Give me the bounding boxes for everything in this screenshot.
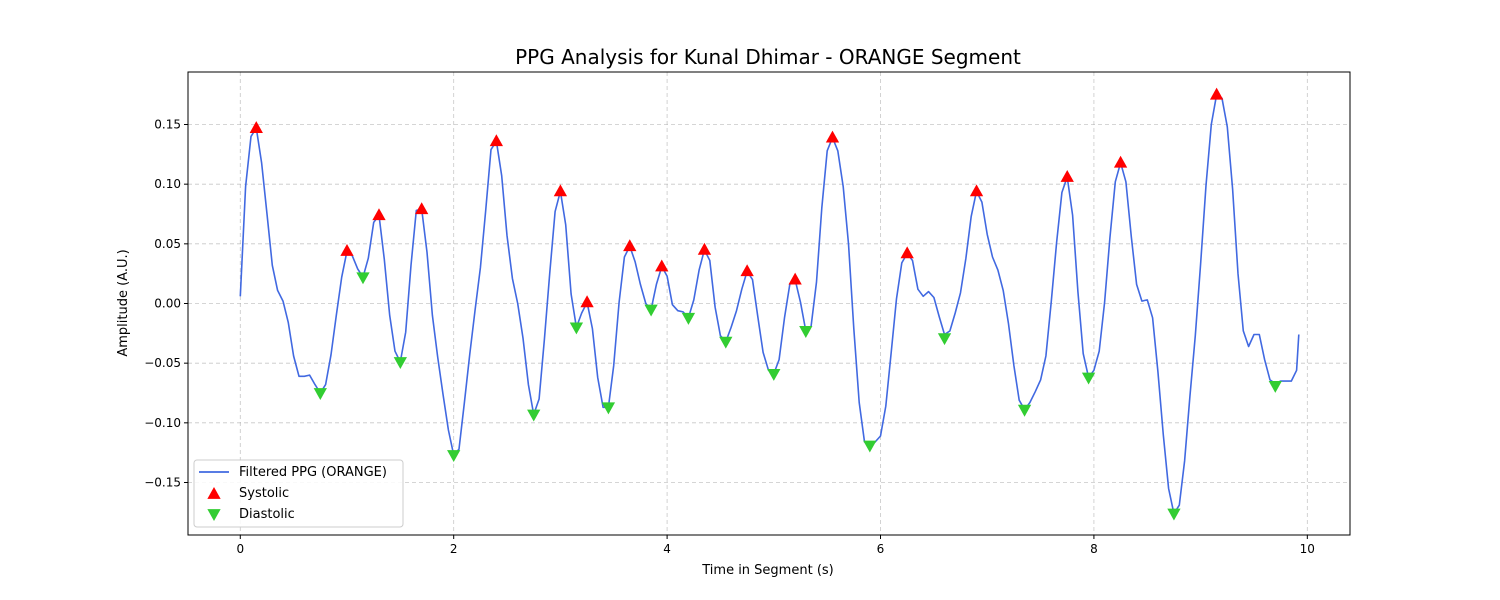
x-tick-label: 2	[450, 542, 458, 556]
y-tick-label: 0.00	[154, 297, 181, 311]
diastolic-point	[1081, 372, 1096, 385]
systolic-point	[697, 242, 712, 255]
systolic-point	[740, 264, 754, 277]
systolic-point	[553, 184, 568, 197]
systolic-point	[1060, 170, 1074, 182]
systolic-point	[415, 202, 429, 215]
systolic-point	[580, 295, 594, 308]
diastolic-point	[767, 369, 781, 381]
systolic-point	[825, 130, 840, 143]
diastolic-point	[356, 272, 370, 285]
x-tick-label: 6	[877, 542, 885, 556]
legend-diastolic-swatch	[207, 509, 221, 521]
legend-systolic-swatch	[207, 487, 221, 499]
x-tick-label: 4	[663, 542, 671, 556]
legend-label-filtered-ppg: Filtered PPG (ORANGE)	[239, 465, 387, 480]
diastolic-point	[527, 409, 541, 422]
systolic-point	[788, 272, 802, 285]
systolic-point	[340, 243, 354, 256]
diastolic-point	[644, 304, 658, 317]
systolic-point	[1209, 87, 1224, 100]
diastolic-point	[937, 333, 952, 346]
diastolic-point	[1017, 404, 1032, 417]
y-tick-label: −0.05	[144, 356, 181, 370]
x-axis-title: Time in Segment (s)	[701, 563, 833, 578]
diastolic-point	[1268, 380, 1282, 393]
diastolic-point	[601, 402, 616, 415]
systolic-point	[969, 184, 984, 197]
x-tick-label: 8	[1090, 542, 1098, 556]
diastolic-point	[447, 450, 461, 463]
chart-title: PPG Analysis for Kunal Dhimar - ORANGE S…	[515, 45, 1021, 69]
systolic-point	[623, 239, 637, 252]
legend-label-systolic: Systolic	[239, 486, 289, 501]
systolic-point	[655, 259, 669, 272]
systolic-point	[249, 121, 263, 133]
y-tick-label: 0.10	[154, 177, 181, 191]
diastolic-point	[393, 357, 407, 369]
diastolic-point	[863, 440, 877, 453]
y-tick-label: −0.10	[144, 416, 181, 430]
diastolic-point	[1167, 508, 1181, 521]
series-line-layer	[239, 93, 1300, 515]
y-tick-label: 0.15	[154, 118, 181, 132]
systolic-point	[900, 246, 914, 259]
marker-layer	[249, 87, 1282, 521]
y-axis-title: Amplitude (A.U.)	[116, 249, 131, 356]
axis-ticks: 0 2 4 6 8 10 −0.15 −0.10 −0.05 0.00 0.05 0.10 0.15	[144, 118, 1315, 556]
diastolic-point	[313, 388, 327, 400]
legend-box	[193, 459, 404, 528]
y-tick-label: 0.05	[154, 237, 181, 251]
series-line-filtered-ppg	[239, 93, 1300, 515]
systolic-point	[489, 134, 504, 147]
legend: Filtered PPG (ORANGE) Systolic Diastolic	[193, 459, 404, 528]
legend-label-diastolic: Diastolic	[239, 507, 295, 522]
x-tick-label: 10	[1300, 542, 1315, 556]
diastolic-point	[719, 336, 733, 349]
systolic-point	[1113, 155, 1128, 168]
grid-lines	[188, 72, 1350, 535]
diastolic-point	[681, 312, 696, 325]
diastolic-point	[569, 322, 584, 335]
systolic-point	[372, 208, 386, 221]
x-tick-label: 0	[236, 542, 244, 556]
diastolic-point	[799, 326, 813, 338]
y-tick-label: −0.15	[144, 475, 181, 489]
